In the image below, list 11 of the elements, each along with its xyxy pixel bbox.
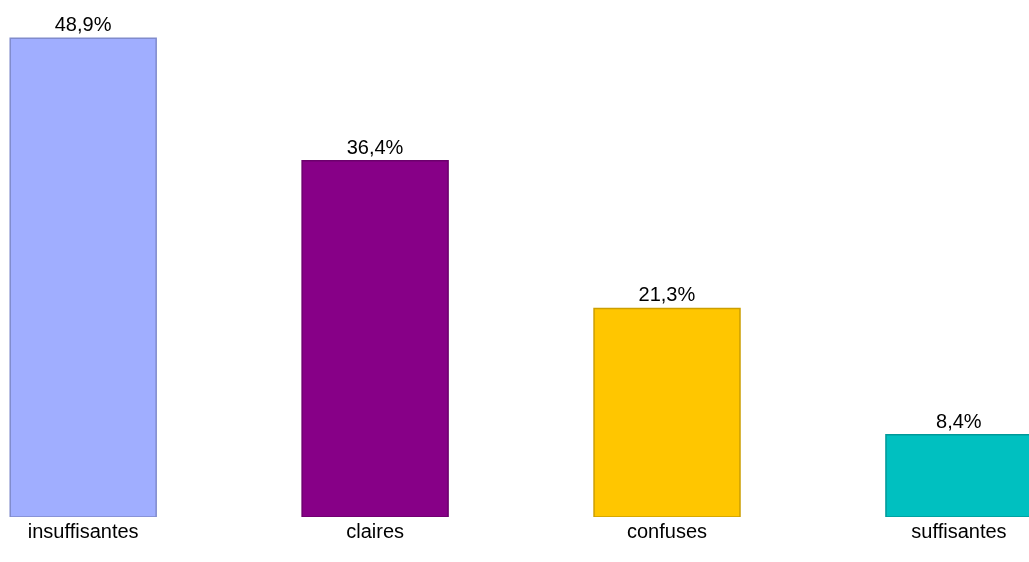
data-label: 21,3% xyxy=(638,283,696,306)
x-tick-label: insuffisantes xyxy=(27,520,139,542)
data-label: 8,4% xyxy=(936,409,982,432)
x-tick-label: suffisantes xyxy=(911,520,1007,542)
x-tick-label: confuses xyxy=(627,520,708,542)
data-label: 48,9% xyxy=(54,13,112,36)
bar xyxy=(301,159,449,517)
x-tick-label: claires xyxy=(346,520,405,542)
data-label: 36,4% xyxy=(346,135,404,158)
bar xyxy=(593,307,741,517)
bar xyxy=(9,37,157,517)
